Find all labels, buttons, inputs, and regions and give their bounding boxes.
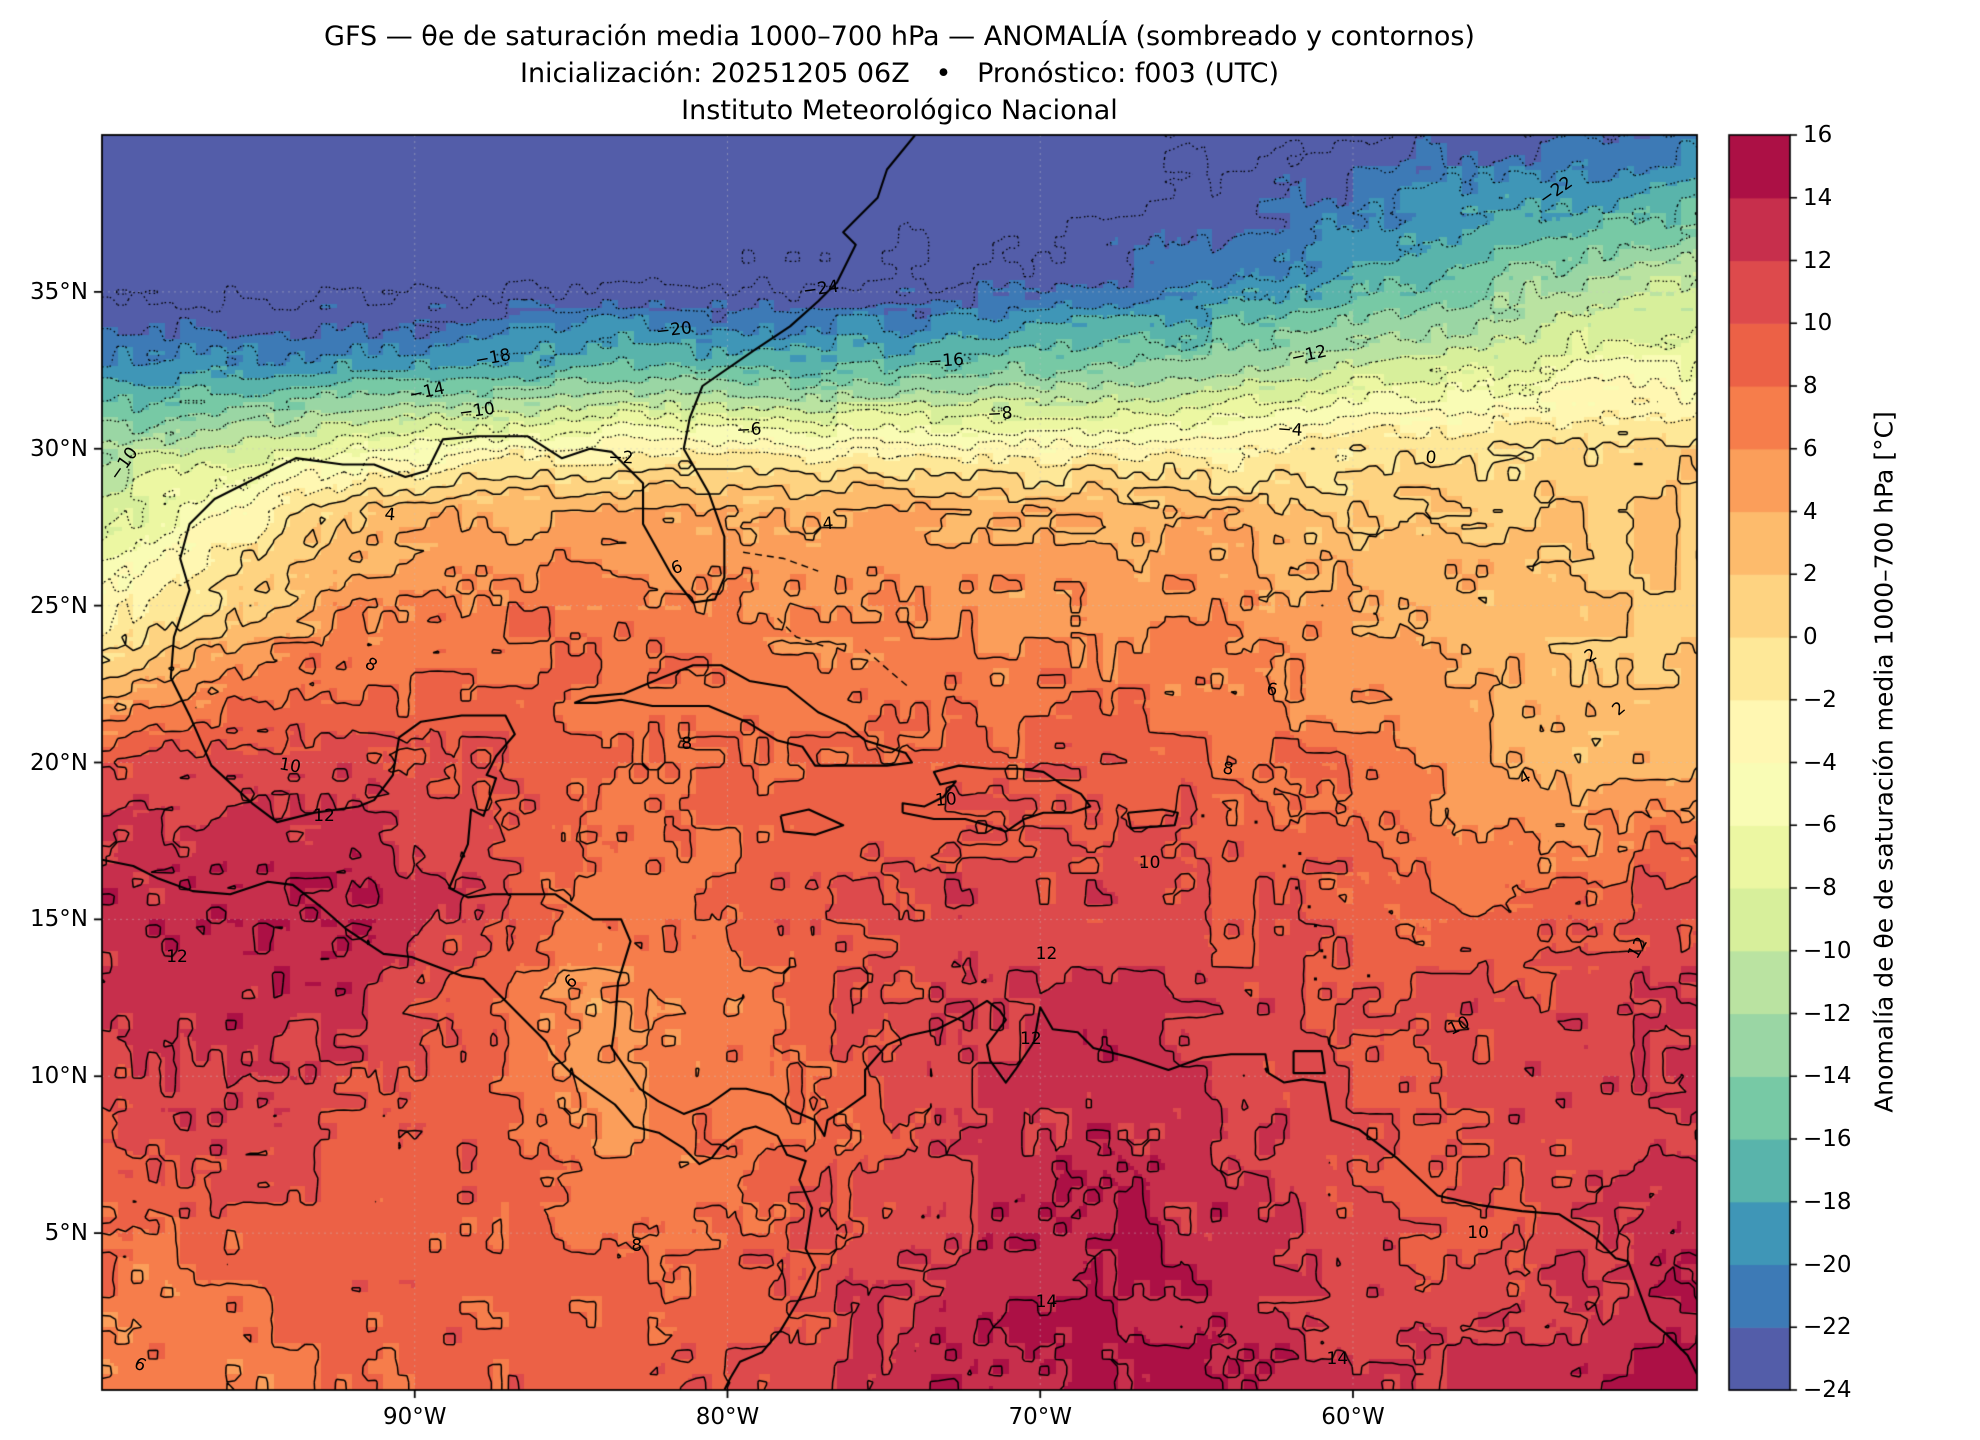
colorbar-label: Anomalía de θe de saturación media 1000–… [1869,411,1899,1113]
